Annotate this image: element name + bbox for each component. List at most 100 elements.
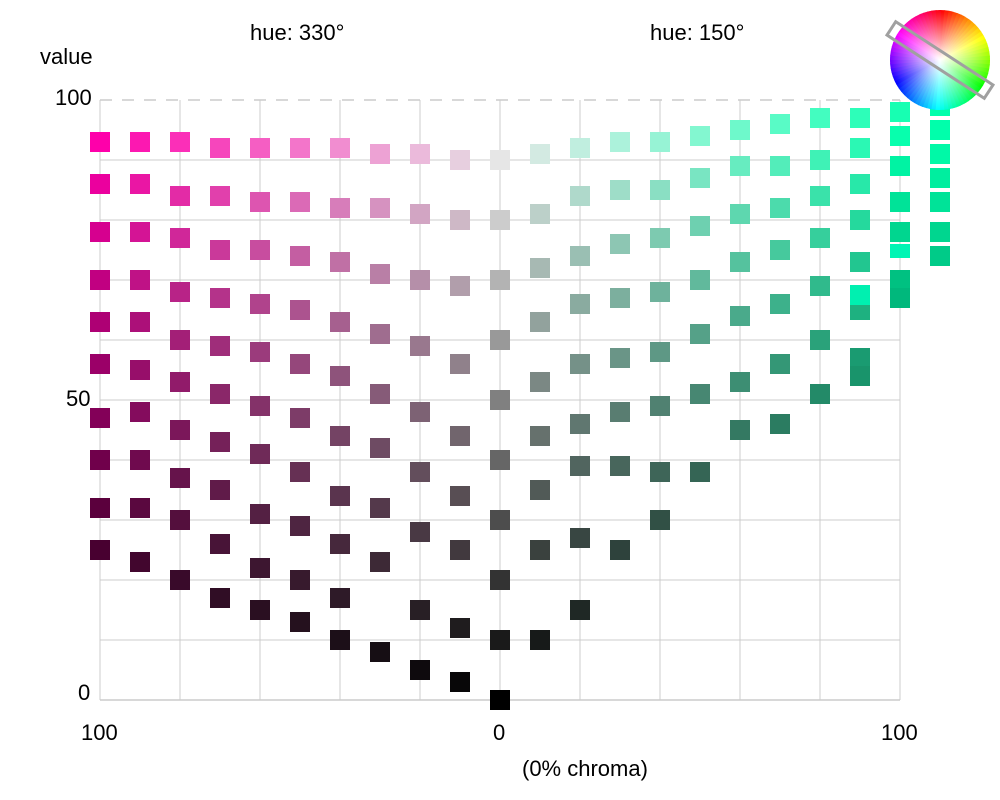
swatch-hue-330 — [170, 510, 190, 530]
swatch-hue-150 — [690, 216, 710, 236]
swatch-hue-330 — [370, 324, 390, 344]
swatch-hue-150 — [690, 126, 710, 146]
swatch-hue-330 — [490, 390, 510, 410]
swatch-hue-330 — [450, 354, 470, 374]
value-tick-0: 0 — [78, 680, 91, 705]
swatch-hue-330 — [250, 342, 270, 362]
swatch-hue-330 — [410, 522, 430, 542]
hue-selector-bar — [884, 19, 996, 101]
swatch-hue-330 — [90, 270, 110, 290]
swatch-hue-150 — [570, 138, 590, 158]
swatch-hue-150 — [850, 348, 870, 368]
swatch-hue-330 — [130, 270, 150, 290]
swatch-hue-150 — [570, 186, 590, 206]
chroma-right-label: 100 — [881, 720, 918, 745]
swatch-hue-330 — [210, 588, 230, 608]
swatch-hue-330 — [90, 354, 110, 374]
swatch-hue-330 — [450, 276, 470, 296]
swatch-hue-330 — [250, 558, 270, 578]
swatch-hue-150 — [690, 324, 710, 344]
swatch-hue-330 — [170, 468, 190, 488]
swatch-hue-330 — [370, 384, 390, 404]
swatch-hue-330 — [290, 354, 310, 374]
swatch-hue-330 — [490, 270, 510, 290]
swatch-hue-330 — [490, 450, 510, 470]
swatch-hue-330 — [130, 498, 150, 518]
swatch-hue-150 — [810, 330, 830, 350]
swatch-hue-330 — [450, 426, 470, 446]
swatch-hue-150 — [770, 156, 790, 176]
swatch-hue-150 — [890, 288, 910, 308]
swatch-hue-150 — [930, 120, 950, 140]
swatch-hue-330 — [290, 408, 310, 428]
swatch-hue-150 — [690, 270, 710, 290]
swatch-hue-330 — [450, 540, 470, 560]
swatch-hue-150 — [650, 462, 670, 482]
swatch-hue-330 — [410, 402, 430, 422]
swatch-hue-150 — [730, 306, 750, 326]
swatch-hue-150 — [610, 540, 630, 560]
swatch-hue-150 — [930, 168, 950, 188]
swatch-hue-150 — [530, 144, 550, 164]
swatch-hue-330 — [330, 366, 350, 386]
swatch-hue-330 — [370, 198, 390, 218]
swatch-hue-330 — [410, 660, 430, 680]
swatch-hue-150 — [810, 108, 830, 128]
hue-wheel-icon — [884, 9, 996, 111]
swatch-hue-150 — [810, 228, 830, 248]
chroma-note-label: (0% chroma) — [522, 756, 648, 781]
swatch-hue-150 — [770, 240, 790, 260]
swatch-hue-330 — [250, 294, 270, 314]
swatch-hue-330 — [170, 330, 190, 350]
swatch-hue-150 — [930, 144, 950, 164]
swatch-field — [90, 96, 950, 710]
swatch-hue-150 — [650, 342, 670, 362]
swatch-hue-150 — [730, 156, 750, 176]
hue-left-label: hue: 330° — [250, 20, 345, 45]
swatch-hue-330 — [250, 240, 270, 260]
swatch-hue-150 — [850, 138, 870, 158]
swatch-hue-150 — [850, 174, 870, 194]
chroma-center-label: 0 — [493, 720, 506, 745]
swatch-hue-150 — [770, 198, 790, 218]
swatch-hue-150 — [610, 132, 630, 152]
swatch-hue-150 — [850, 366, 870, 386]
swatch-hue-330 — [490, 690, 510, 710]
swatch-hue-150 — [770, 414, 790, 434]
swatch-hue-150 — [570, 528, 590, 548]
swatch-hue-330 — [290, 612, 310, 632]
swatch-hue-330 — [330, 252, 350, 272]
swatch-hue-150 — [890, 126, 910, 146]
swatch-hue-330 — [290, 462, 310, 482]
swatch-hue-150 — [610, 402, 630, 422]
swatch-hue-330 — [370, 552, 390, 572]
swatch-hue-330 — [250, 192, 270, 212]
swatch-hue-330 — [90, 408, 110, 428]
swatch-hue-330 — [130, 312, 150, 332]
hue-right-label: hue: 150° — [650, 20, 745, 45]
swatch-hue-150 — [610, 288, 630, 308]
swatch-hue-150 — [850, 210, 870, 230]
swatch-hue-330 — [330, 198, 350, 218]
swatch-hue-330 — [90, 450, 110, 470]
swatch-hue-330 — [490, 150, 510, 170]
swatch-hue-330 — [370, 264, 390, 284]
swatch-hue-150 — [690, 384, 710, 404]
swatch-hue-150 — [890, 192, 910, 212]
swatch-hue-330 — [290, 138, 310, 158]
swatch-hue-330 — [130, 402, 150, 422]
swatch-hue-330 — [330, 630, 350, 650]
swatch-hue-330 — [250, 444, 270, 464]
swatch-hue-330 — [170, 186, 190, 206]
swatch-hue-150 — [530, 630, 550, 650]
swatch-hue-150 — [850, 285, 870, 305]
swatch-hue-150 — [530, 540, 550, 560]
swatch-hue-150 — [930, 222, 950, 242]
swatch-hue-330 — [130, 450, 150, 470]
swatch-hue-330 — [490, 510, 510, 530]
swatch-hue-330 — [450, 486, 470, 506]
swatch-hue-330 — [330, 588, 350, 608]
swatch-hue-150 — [650, 282, 670, 302]
swatch-hue-330 — [90, 312, 110, 332]
